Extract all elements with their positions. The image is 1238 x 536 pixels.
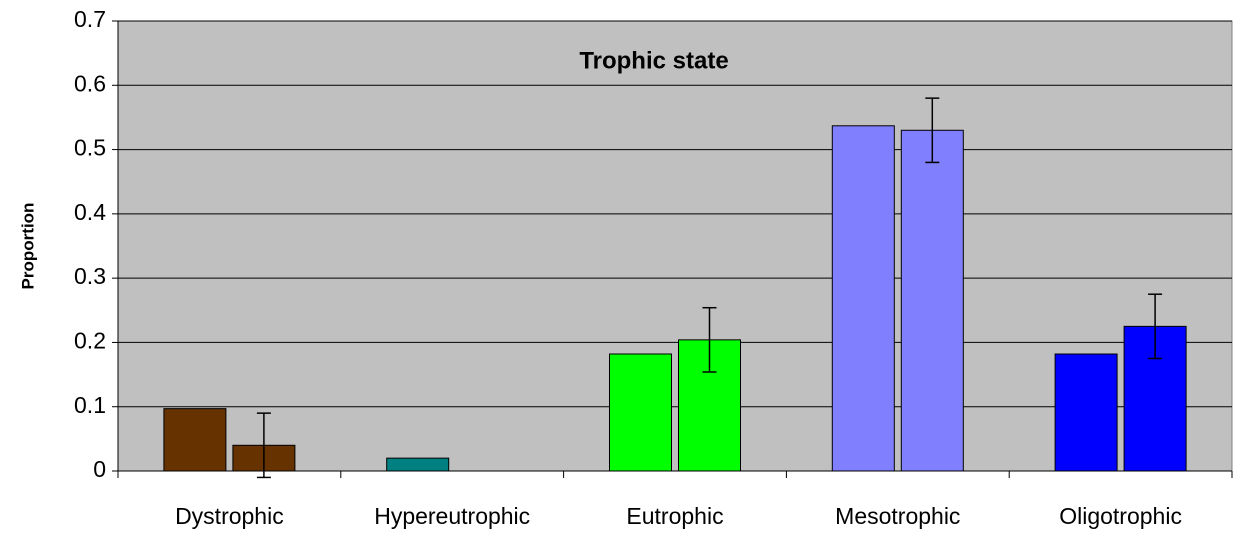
y-tick-label: 0.2: [74, 328, 106, 354]
x-tick-label: Hypereutrophic: [374, 503, 530, 529]
bar: [1054, 353, 1118, 472]
bar: [163, 408, 227, 472]
bar: [386, 457, 450, 472]
x-tick-label: Oligotrophic: [1059, 503, 1182, 529]
y-tick-label: 0.1: [74, 392, 106, 418]
plot-area: [117, 20, 1233, 472]
y-axis-label: Proportion: [18, 203, 37, 290]
error-bar: [702, 306, 717, 373]
x-tick-label: Eutrophic: [626, 503, 723, 529]
bar: [609, 353, 672, 472]
error-bar: [1148, 293, 1163, 360]
y-tick-label: 0.3: [74, 263, 106, 289]
x-tick-label: Dystrophic: [175, 503, 284, 529]
y-tick-label: 0.5: [74, 135, 106, 161]
y-tick-label: 0.4: [74, 199, 106, 225]
error-bar: [256, 412, 271, 479]
bar: [831, 125, 895, 472]
bar: [900, 129, 964, 472]
error-bar: [925, 97, 940, 164]
y-tick-label: 0.6: [74, 70, 106, 96]
y-tick-label: 0: [93, 456, 106, 482]
y-tick-label: 0.7: [74, 6, 106, 32]
x-tick-label: Mesotrophic: [835, 503, 960, 529]
chart-title: Trophic state: [579, 47, 728, 74]
